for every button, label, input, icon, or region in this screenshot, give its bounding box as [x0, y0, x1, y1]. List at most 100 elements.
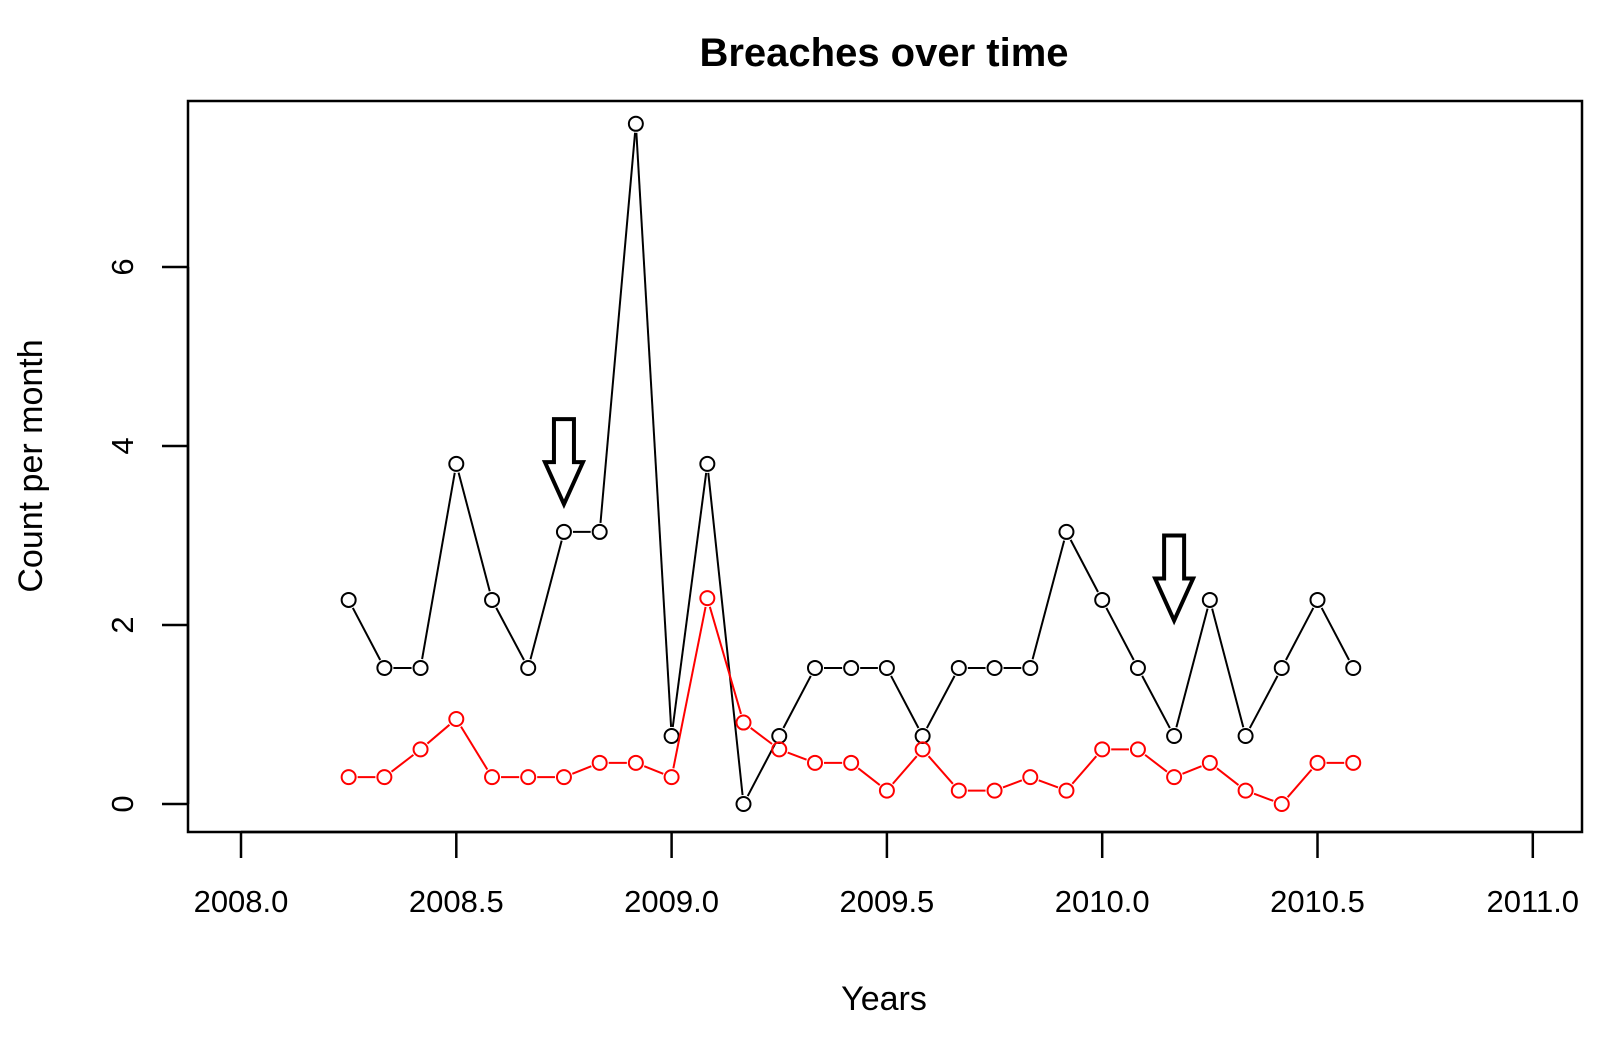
data-point	[1022, 769, 1039, 786]
data-point	[1273, 796, 1290, 812]
series-2	[340, 590, 1362, 812]
data-point	[1166, 769, 1183, 786]
data-point	[1237, 782, 1254, 799]
data-point	[1273, 659, 1290, 676]
data-point	[1129, 659, 1146, 676]
data-point	[1058, 523, 1075, 540]
y-tick-label: 4	[105, 437, 140, 454]
series-line-segment	[1069, 539, 1099, 593]
series-line-segment	[571, 765, 592, 775]
down-arrow-annotation	[541, 417, 587, 510]
data-point	[986, 659, 1003, 676]
data-point	[627, 754, 644, 771]
series-line-segment	[351, 607, 382, 661]
plot-area	[340, 115, 1362, 812]
data-point	[484, 591, 501, 608]
data-point	[1166, 727, 1183, 744]
series-line-segment	[672, 606, 707, 769]
x-tick-label: 2011.0	[1487, 884, 1580, 919]
x-tick-label: 2010.5	[1270, 884, 1365, 919]
x-tick-label: 2009.5	[839, 884, 934, 919]
data-point	[1058, 782, 1075, 799]
data-point	[771, 741, 788, 758]
series-line-segment	[1182, 765, 1202, 775]
data-point	[843, 659, 860, 676]
series-line-segment	[529, 540, 563, 660]
data-point	[843, 754, 860, 771]
data-point	[1237, 727, 1254, 744]
series-line-segment	[1175, 608, 1209, 728]
data-point	[771, 727, 788, 744]
data-point	[448, 710, 465, 727]
x-tick-label: 2009.0	[624, 884, 719, 919]
data-point	[699, 455, 716, 472]
series-line-segment	[1105, 607, 1135, 661]
series-1	[340, 115, 1362, 812]
data-point	[1201, 591, 1218, 608]
plot-frame	[186, 99, 1584, 834]
data-point	[735, 796, 752, 812]
data-point	[555, 769, 572, 786]
data-point	[735, 714, 752, 731]
data-point	[448, 455, 465, 472]
series-line-segment	[643, 765, 664, 775]
chart-title: Breaches over time	[699, 31, 1068, 75]
series-line-segment	[421, 472, 456, 660]
series-line-segment	[460, 726, 489, 771]
series-line-segment	[1286, 768, 1313, 798]
series-line-segment	[1071, 755, 1098, 785]
data-point	[340, 769, 357, 786]
data-point	[1022, 659, 1039, 676]
series-line-segment	[1211, 608, 1245, 728]
series-line-segment	[857, 767, 881, 786]
data-point	[806, 754, 823, 771]
data-point	[412, 741, 429, 758]
series-line-segment	[1248, 675, 1279, 729]
data-point	[950, 659, 967, 676]
data-point	[591, 523, 608, 540]
data-point	[412, 659, 429, 676]
series-line-segment	[927, 755, 954, 785]
data-point	[484, 769, 501, 786]
data-point	[1345, 659, 1362, 676]
series-line-segment	[1320, 607, 1350, 661]
data-point	[1345, 754, 1362, 771]
series-line-segment	[707, 472, 744, 796]
data-point	[1094, 741, 1111, 758]
series-line-segment	[635, 132, 673, 728]
data-point	[591, 754, 608, 771]
data-point	[699, 590, 716, 607]
data-point	[878, 659, 895, 676]
series-line-segment	[671, 472, 708, 728]
data-point	[663, 727, 680, 744]
series-line-segment	[925, 675, 956, 729]
series-line-segment	[782, 675, 812, 729]
y-axis: 0 2 4 6	[105, 258, 190, 813]
data-point	[520, 769, 537, 786]
data-point	[914, 741, 931, 758]
data-point	[950, 782, 967, 799]
x-axis-label: Years	[841, 980, 927, 1018]
data-point	[520, 659, 537, 676]
series-line-segment	[750, 727, 773, 745]
series-line-segment	[787, 751, 807, 761]
data-point	[1094, 591, 1111, 608]
data-point	[663, 769, 680, 786]
data-point	[1309, 754, 1326, 771]
data-point	[1201, 754, 1218, 771]
x-tick-label: 2008.0	[194, 884, 289, 919]
data-point	[914, 727, 931, 744]
y-tick-label: 0	[105, 795, 140, 812]
down-arrow-annotation	[1152, 533, 1197, 626]
series-line-segment	[426, 724, 451, 745]
series-line-segment	[1038, 779, 1059, 789]
series-line-segment	[1144, 754, 1168, 773]
x-tick-label: 2010.0	[1055, 884, 1150, 919]
series-line-segment	[495, 607, 525, 661]
series-line-segment	[1031, 540, 1066, 660]
x-tick-label: 2008.5	[409, 884, 504, 919]
series-line-segment	[599, 132, 637, 524]
series-line-segment	[1253, 792, 1274, 802]
data-point	[1129, 741, 1146, 758]
